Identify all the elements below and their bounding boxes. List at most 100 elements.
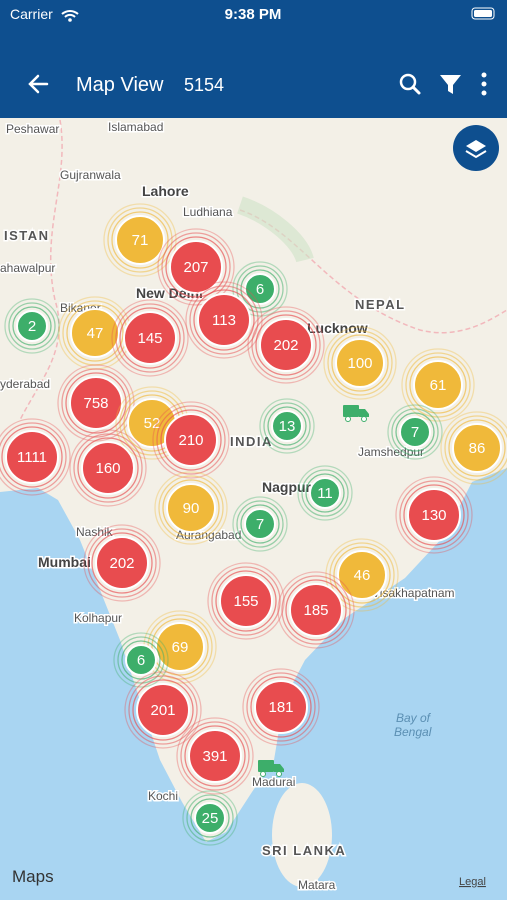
cluster-marker[interactable]: 155	[207, 562, 285, 640]
cluster-marker[interactable]: 86	[440, 411, 507, 485]
place-label: Peshawar	[6, 122, 59, 136]
cluster-dot	[169, 240, 223, 294]
cluster-marker[interactable]: 185	[277, 571, 355, 649]
cluster-marker[interactable]: 207	[157, 228, 235, 306]
cluster-marker[interactable]: 391	[176, 717, 254, 795]
cluster-ring	[12, 306, 52, 346]
place-label: Nashik	[76, 525, 114, 539]
cluster-ring	[182, 790, 238, 846]
place-label: ahawalpur	[0, 261, 55, 275]
back-button[interactable]	[28, 74, 49, 94]
border	[239, 209, 507, 334]
cluster-ring	[247, 306, 325, 384]
cluster-marker[interactable]: 46	[325, 538, 399, 612]
more-button[interactable]	[481, 72, 487, 96]
cluster-ring	[329, 542, 395, 608]
cluster-marker[interactable]: 7	[232, 496, 288, 552]
battery	[474, 10, 492, 17]
cluster-marker[interactable]: 160	[69, 429, 147, 507]
cluster-ring	[157, 228, 235, 306]
cluster-marker[interactable]: 7	[387, 404, 443, 460]
cluster-ring	[250, 676, 312, 738]
place-label: Mumbai	[38, 554, 91, 570]
wifi-icon	[61, 10, 79, 18]
cluster-marker[interactable]: 130	[395, 476, 473, 554]
cluster-ring	[180, 721, 250, 791]
battery	[471, 7, 495, 20]
place-label: Kolhapur	[74, 611, 122, 625]
cluster-count: 6	[137, 652, 145, 669]
cluster-ring	[128, 675, 198, 745]
cluster-dot	[407, 488, 461, 542]
cluster-dot	[309, 477, 341, 509]
filter-button[interactable]	[440, 75, 461, 94]
clock: 9:38 PM	[225, 6, 282, 23]
cluster-marker[interactable]: 202	[247, 306, 325, 384]
place-label: Nagpur	[262, 479, 312, 495]
cluster-count: 202	[273, 337, 298, 354]
cluster-dot	[136, 683, 190, 737]
cluster-ring	[162, 479, 220, 537]
cluster-marker[interactable]: 758	[57, 364, 135, 442]
cluster-dot	[5, 430, 59, 484]
cluster-marker[interactable]: 6	[113, 632, 169, 688]
cluster-count: 202	[109, 555, 134, 572]
cluster-ring	[107, 207, 173, 273]
cluster-dot	[254, 680, 308, 734]
cluster-marker[interactable]: 145	[111, 299, 189, 377]
cluster-marker[interactable]: 202	[83, 524, 161, 602]
cluster-dot	[115, 215, 165, 265]
cluster-ring	[61, 368, 131, 438]
cluster-ring	[151, 618, 209, 676]
cluster-marker[interactable]: 1111	[0, 418, 71, 496]
cluster-marker[interactable]: 201	[124, 671, 202, 749]
cluster-ring	[325, 538, 399, 612]
cluster-dot	[452, 423, 502, 473]
cluster-marker[interactable]: 210	[152, 401, 230, 479]
cluster-count: 201	[150, 702, 175, 719]
place-label: Visakhapatnam	[372, 586, 455, 600]
cluster-count: 61	[430, 377, 447, 394]
cluster-ring	[115, 303, 185, 373]
cluster-marker[interactable]: 13	[259, 398, 315, 454]
cluster-marker[interactable]: 11	[297, 465, 353, 521]
cluster-marker[interactable]: 61	[401, 348, 475, 422]
cluster-dot	[335, 338, 385, 388]
cluster-marker[interactable]: 25	[182, 790, 238, 846]
cluster-ring	[83, 524, 161, 602]
cluster-ring	[331, 334, 389, 392]
cluster-marker[interactable]: 90	[154, 471, 228, 545]
cluster-ring	[207, 562, 285, 640]
cluster-ring	[186, 794, 234, 842]
place-label: ISTAN	[4, 228, 50, 243]
cluster-marker[interactable]: 113	[185, 281, 263, 359]
layers-button[interactable]	[453, 125, 499, 171]
legal-link[interactable]: Legal	[459, 876, 486, 888]
cluster-ring	[240, 269, 280, 309]
cluster-marker[interactable]: 6	[232, 261, 288, 317]
cluster-ring	[119, 307, 181, 369]
cluster-ring	[113, 632, 169, 688]
cluster-ring	[184, 725, 246, 787]
place-label: yderabad	[0, 377, 50, 391]
cluster-marker[interactable]: 47	[58, 296, 132, 370]
place-label: Jamshedpur	[358, 445, 424, 459]
cluster-dot	[399, 416, 431, 448]
cluster-dot	[123, 311, 177, 365]
cluster-ring	[165, 236, 227, 298]
cluster-count: 86	[469, 440, 486, 457]
search-button[interactable]	[399, 73, 421, 95]
cluster-ring	[403, 484, 465, 546]
cluster-count: 1111	[17, 449, 47, 466]
cluster-ring	[132, 679, 194, 741]
cluster-marker[interactable]: 2	[4, 298, 60, 354]
cluster-marker[interactable]: 100	[323, 326, 397, 400]
cluster-dot	[244, 273, 276, 305]
cluster-ring	[232, 261, 288, 317]
cluster-ring	[401, 348, 475, 422]
app-bar	[0, 0, 507, 118]
cluster-count: 100	[347, 355, 372, 372]
cluster-marker[interactable]: 181	[242, 668, 320, 746]
cluster-dot	[197, 293, 251, 347]
cluster-ring	[77, 437, 139, 499]
